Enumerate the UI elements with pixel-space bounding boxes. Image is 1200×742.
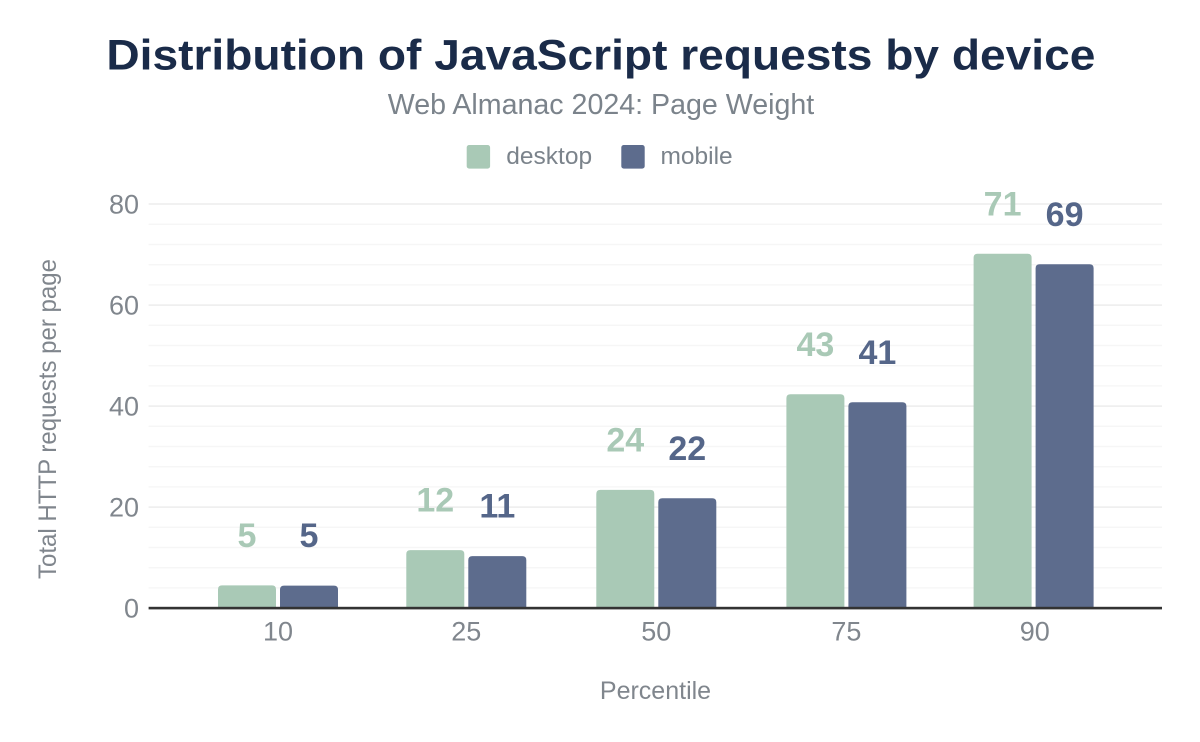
svg-text:mobile: mobile (661, 143, 733, 170)
svg-text:75: 75 (831, 617, 861, 647)
svg-text:desktop: desktop (506, 143, 592, 170)
svg-text:11: 11 (479, 488, 515, 526)
svg-text:40: 40 (109, 391, 139, 421)
svg-text:90: 90 (1020, 617, 1050, 647)
svg-text:10: 10 (263, 617, 293, 647)
svg-text:5: 5 (300, 517, 319, 555)
svg-text:71: 71 (984, 185, 1022, 223)
svg-text:20: 20 (109, 492, 139, 522)
svg-text:Web Almanac 2024: Page Weight: Web Almanac 2024: Page Weight (388, 89, 815, 121)
svg-text:5: 5 (238, 517, 257, 555)
svg-text:Percentile: Percentile (600, 677, 711, 705)
svg-text:24: 24 (606, 422, 644, 460)
svg-text:69: 69 (1046, 196, 1084, 234)
svg-text:43: 43 (796, 326, 834, 364)
svg-text:50: 50 (641, 617, 671, 647)
svg-text:41: 41 (858, 334, 896, 372)
svg-text:12: 12 (416, 482, 454, 520)
svg-text:80: 80 (109, 189, 139, 219)
svg-text:25: 25 (451, 617, 481, 647)
svg-text:22: 22 (668, 430, 706, 468)
svg-text:60: 60 (109, 290, 139, 320)
svg-text:Distribution of JavaScript req: Distribution of JavaScript requests by d… (106, 31, 1095, 79)
svg-text:0: 0 (124, 593, 139, 623)
svg-text:Total HTTP requests per page: Total HTTP requests per page (34, 259, 62, 579)
